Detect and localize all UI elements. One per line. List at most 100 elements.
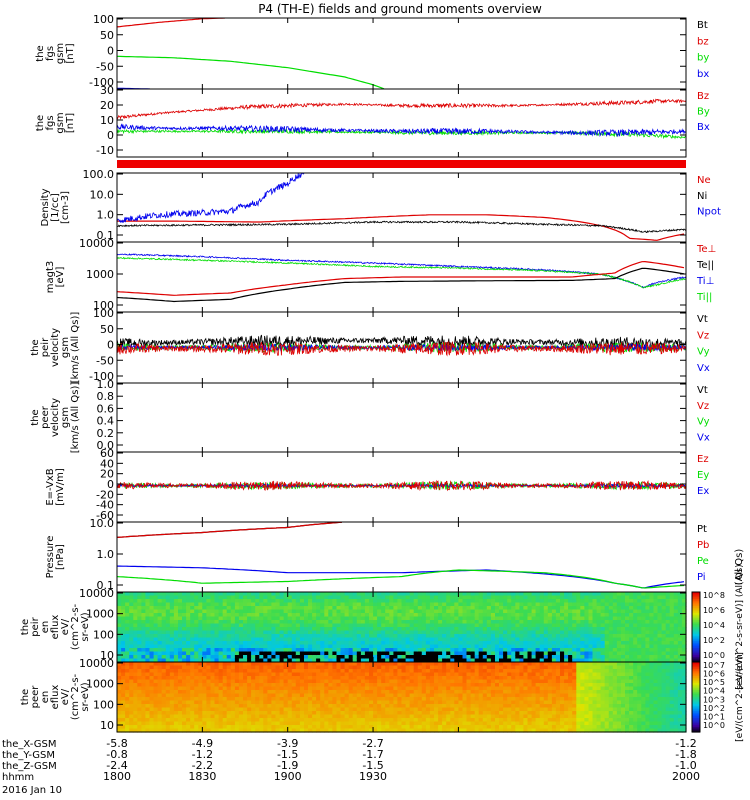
y-axis-label: peer bbox=[40, 405, 51, 429]
panel-fgs_gsm_bottom: 30 20 10 0 -10 the fgs gsm [nT] Bz By Bx bbox=[35, 84, 710, 158]
legend-entry: Bx bbox=[697, 122, 710, 133]
x-tick-label: -1.2 bbox=[675, 737, 696, 750]
y-axis-label: [nPa] bbox=[55, 544, 66, 570]
legend-entry: Ni bbox=[697, 191, 707, 202]
y-axis-label: [km/s (All Qs)] bbox=[70, 382, 81, 454]
series-line-red bbox=[117, 260, 685, 296]
y-tick-label: 1.0 bbox=[97, 209, 115, 222]
y-tick-label: -40 bbox=[96, 499, 114, 512]
series-group bbox=[117, 253, 686, 303]
y-tick-label: 100 bbox=[93, 13, 114, 26]
legend-entry: Pe bbox=[697, 556, 709, 567]
y-tick-label: -20 bbox=[96, 488, 114, 501]
colorbar-tick: 10^4 bbox=[703, 621, 725, 630]
y-axis-label: [mV/m] bbox=[55, 468, 66, 506]
colorbar-tick: 10^4 bbox=[703, 687, 725, 696]
legend-entry: Vz bbox=[697, 330, 709, 341]
legend-entry: Vy bbox=[697, 417, 710, 428]
y-axis-label: (cm^2-s- bbox=[70, 673, 81, 720]
y-tick-label: 40 bbox=[100, 457, 114, 470]
y-tick-label: 0.1 bbox=[97, 579, 115, 592]
y-tick-label: 10.0 bbox=[90, 188, 115, 201]
y-axis-label: the bbox=[30, 409, 41, 425]
date-label: 2016 Jan 10 bbox=[2, 785, 62, 796]
y-tick-label: 0 bbox=[107, 129, 114, 142]
legend-entry: Bz bbox=[697, 91, 709, 102]
y-tick-label: 0.2 bbox=[97, 427, 115, 440]
x-tick-label: -1.2 bbox=[192, 748, 213, 761]
y-axis-label: peir bbox=[30, 616, 41, 636]
y-axis-label: fgs bbox=[45, 115, 56, 130]
panel-magt3: 10000 1000 100 magt3 [eV] Te⊥ Te|| Ti⊥ Ti|| bbox=[45, 237, 716, 313]
y-axis-label: sr-eV) bbox=[80, 682, 91, 711]
legend-entry: Pb bbox=[697, 540, 709, 551]
x-tick-label: -1.0 bbox=[675, 759, 696, 772]
colorbar-tick: 10^1 bbox=[703, 712, 725, 721]
legend-entry: Te|| bbox=[696, 260, 714, 271]
y-tick-label: 0 bbox=[107, 45, 114, 58]
panel-peir_eflux: 10^8 10^6 10^4 10^2 10^0 [eV/(cm^2-s-sr-eV)] … bbox=[20, 564, 745, 689]
series-group bbox=[117, 18, 385, 89]
panel-fgs_gsm_top: 100 50 0 -50 -100 the fgs gsm [nT] Bt bz by bx bbox=[35, 13, 709, 90]
series-group bbox=[117, 334, 686, 357]
heatmap-peer_eflux bbox=[117, 662, 687, 733]
quality-flag-bar bbox=[117, 160, 686, 168]
legend-entry: Vt bbox=[697, 314, 708, 325]
y-axis-label: gsm bbox=[55, 112, 66, 133]
y-axis-label: sr-eV) bbox=[80, 612, 91, 641]
x-tick-label: 1900 bbox=[274, 770, 302, 783]
legend-entry: Ex bbox=[697, 486, 709, 497]
y-tick-label: 10000 bbox=[79, 587, 114, 600]
y-tick-label: 10 bbox=[100, 649, 114, 662]
series-line-green bbox=[117, 569, 685, 589]
y-axis-label: peir bbox=[40, 337, 51, 357]
y-axis-label: [eV] bbox=[55, 267, 66, 288]
colorbar-tick: 10^0 bbox=[703, 721, 725, 730]
y-axis-label: the bbox=[35, 115, 46, 131]
series-line-red bbox=[117, 98, 686, 120]
y-axis-label: [nT] bbox=[65, 43, 76, 63]
series-line-black bbox=[117, 267, 685, 303]
y-axis-label: gsm bbox=[60, 337, 71, 358]
y-tick-label: 10000 bbox=[79, 237, 114, 250]
series-line-green bbox=[117, 127, 686, 140]
y-axis-label: E=-VxB bbox=[45, 468, 56, 505]
colorbar-tick: 10^8 bbox=[703, 591, 725, 600]
series-line-blue bbox=[117, 565, 685, 589]
y-tick-label: 10.0 bbox=[90, 517, 115, 530]
legend-entry: Ez bbox=[697, 454, 709, 465]
y-tick-label: 1.0 bbox=[97, 378, 115, 391]
series-line-red bbox=[117, 340, 686, 357]
y-tick-label: 100 bbox=[93, 299, 114, 312]
legend-entry: Vt bbox=[697, 385, 708, 396]
y-tick-label: 50 bbox=[100, 29, 114, 42]
x-tick-label: -2.2 bbox=[192, 759, 213, 772]
y-axis-label: (cm^2-s- bbox=[70, 603, 81, 650]
legend-entry: Pt bbox=[697, 524, 707, 535]
x-tick-label: 1930 bbox=[359, 770, 387, 783]
y-tick-label: 1000 bbox=[86, 678, 114, 691]
y-axis-label: the bbox=[35, 45, 46, 61]
y-axis-label: the bbox=[20, 619, 31, 635]
colorbar-label: [eV/(cm^2-s-sr-eV)] bbox=[735, 652, 745, 742]
legend-entry: Ti⊥ bbox=[696, 276, 714, 287]
heatmap-peir_eflux bbox=[117, 592, 687, 663]
y-axis-label: Pressure bbox=[45, 536, 56, 579]
x-tick-label: -1.7 bbox=[362, 748, 383, 761]
series-group bbox=[117, 522, 685, 589]
time-axis-labels: the_X-GSM -5.8 -4.9 -3.9 -2.7 -1.2 the_Y-GSM -0… bbox=[2, 737, 700, 796]
series-line-black bbox=[117, 220, 686, 234]
series-group bbox=[117, 479, 686, 492]
y-axis-label: gsm bbox=[60, 407, 71, 428]
series-line-blue bbox=[117, 253, 686, 289]
y-axis-label: [nT] bbox=[65, 113, 76, 133]
x-tick-label: -1.9 bbox=[277, 759, 298, 772]
y-axis-label: peer bbox=[30, 685, 41, 709]
colorbar-label: [eV/(cm^2-s-sr-eV)] (All Qs) bbox=[735, 564, 745, 689]
figure-title: P4 (TH-E) fields and ground moments over… bbox=[258, 2, 542, 16]
panel-density: 100.0 10.0 1.0 0.1 Density [1/cc] [cm-3] Ne Ni Np… bbox=[40, 168, 721, 243]
y-tick-label: 10 bbox=[100, 114, 114, 127]
series-line-blue bbox=[117, 123, 686, 138]
